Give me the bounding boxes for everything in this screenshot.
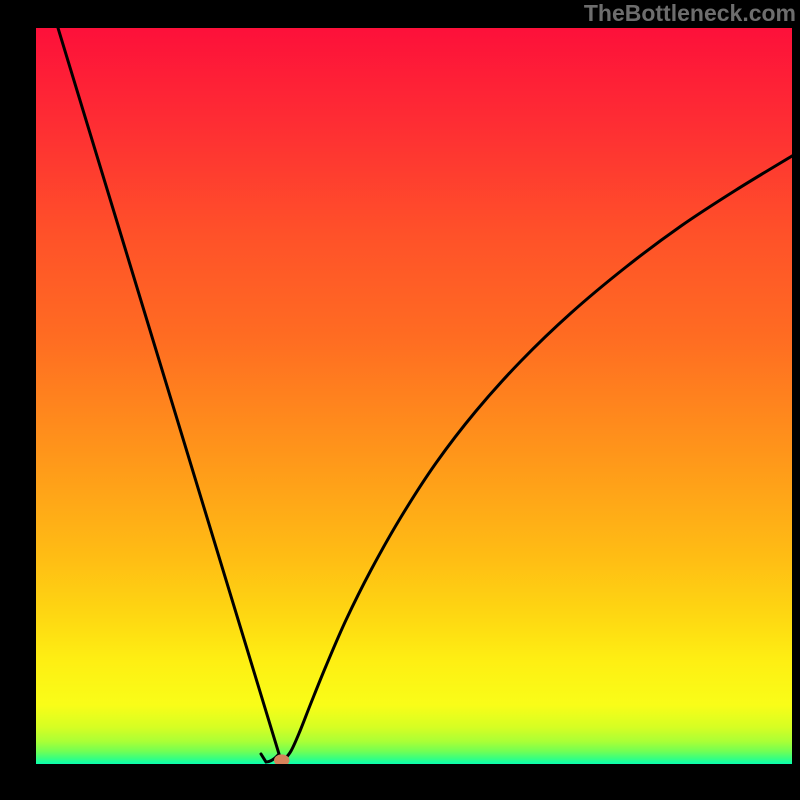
- curve-right-branch: [283, 156, 792, 761]
- watermark-text: TheBottleneck.com: [584, 0, 796, 27]
- chart-frame: { "watermark": { "text": "TheBottleneck.…: [0, 0, 800, 800]
- plot-area: [36, 28, 792, 764]
- bottleneck-curve: [36, 28, 792, 764]
- curve-left-branch: [58, 28, 279, 762]
